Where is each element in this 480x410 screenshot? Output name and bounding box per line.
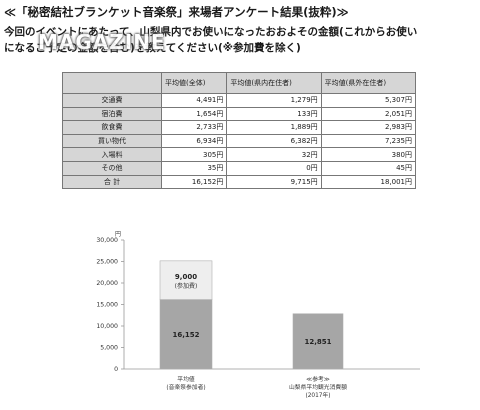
table-cell: 5,307円 [320, 93, 417, 108]
survey-question-line-1: 今回のイベントにあたって、山梨県内でお使いになったおおよその金額(これからお使い [4, 26, 418, 38]
spending-table: 平均値(全体) 平均値(県内在住者) 平均値(県外在住者) 交通費 4,491円 1… [62, 72, 417, 190]
table-cell: 1,889円 [226, 120, 322, 135]
table-header-overall: 平均値(全体) [160, 72, 228, 94]
table-row-label: 飲食費 [62, 120, 162, 135]
bar-segment [159, 260, 213, 300]
table-cell: 2,051円 [320, 106, 417, 122]
table-header-corner [62, 72, 162, 94]
y-tick-label: 25,000 [96, 259, 118, 266]
table-header-in-prefecture: 平均値(県内在住者) [226, 72, 322, 94]
y-tick-label: 20,000 [96, 280, 118, 287]
table-row-label: 入場料 [62, 147, 162, 162]
y-tick-label: 10,000 [96, 323, 118, 330]
table-row-label: 買い物代 [62, 133, 162, 149]
table-row-label: 合 計 [62, 174, 162, 190]
table-cell: 6,934円 [160, 133, 228, 149]
survey-question-line-2: になるご予定の金額を含む)を教えてください(※参加費を除く) [4, 42, 301, 54]
table-total-row: 合 計 16,152円 9,715円 18,001円 [62, 174, 417, 190]
document-heading: ≪「秘密結社ブランケット音楽祭」来場者アンケート結果(抜粋)≫ [4, 5, 349, 19]
watermark-logo: MAGAZINE [38, 30, 166, 54]
x-category-label: (2017年) [305, 391, 330, 399]
table-cell: 1,654円 [160, 106, 228, 122]
bar-segment [292, 313, 344, 370]
table-row: その他 35円 0円 45円 [62, 160, 417, 176]
table-row: 交通費 4,491円 1,279円 5,307円 [62, 93, 417, 108]
y-tick-label: 30,000 [96, 237, 118, 244]
table-cell: 45円 [320, 160, 417, 176]
bar-segment [159, 299, 213, 370]
y-tick-label: 15,000 [96, 302, 118, 309]
chart-unit-label: 円 [115, 231, 121, 238]
y-tick-label: 0 [114, 366, 118, 373]
table-row-label: その他 [62, 160, 162, 176]
table-cell: 0円 [226, 160, 322, 176]
survey-question: 今回のイベントにあたって、山梨県内でお使いになったおおよその金額(これからお使い… [4, 24, 478, 56]
x-category-label: (音楽祭参加者) [166, 383, 205, 391]
table-cell: 16,152円 [160, 174, 228, 190]
table-cell: 9,715円 [226, 174, 322, 190]
bar-data-label: 12,851 [304, 338, 331, 346]
table-cell: 2,733円 [160, 120, 228, 135]
table-cell: 4,491円 [160, 93, 228, 108]
table-cell: 32円 [226, 147, 322, 162]
table-cell: 380円 [320, 147, 417, 162]
table-cell: 305円 [160, 147, 228, 162]
table-cell: 6,382円 [226, 133, 322, 149]
bar-data-label: 9,000 [175, 273, 197, 281]
table-cell: 35円 [160, 160, 228, 176]
table-row: 買い物代 6,934円 6,382円 7,235円 [62, 133, 417, 149]
table-header-row: 平均値(全体) 平均値(県内在住者) 平均値(県外在住者) [62, 72, 417, 94]
table-cell: 18,001円 [320, 174, 417, 190]
x-category-label: 平均値 [177, 375, 195, 383]
table-cell: 2,983円 [320, 120, 417, 135]
table-cell: 7,235円 [320, 133, 417, 149]
table-cell: 133円 [226, 106, 322, 122]
table-row-label: 交通費 [62, 93, 162, 108]
table-row: 宿泊費 1,654円 133円 2,051円 [62, 106, 417, 122]
table-cell: 1,279円 [226, 93, 322, 108]
table-row: 飲食費 2,733円 1,889円 2,983円 [62, 120, 417, 135]
table-header-out-prefecture: 平均値(県外在住者) [320, 72, 417, 94]
bar-data-label: 16,152 [172, 331, 199, 339]
table-row: 入場料 305円 32円 380円 [62, 147, 417, 162]
y-tick-label: 5,000 [100, 345, 118, 352]
table-row-label: 宿泊費 [62, 106, 162, 122]
spending-bar-chart: 円 0 5,000 10,000 15,000 20,000 25,000 30,000 16,… [96, 231, 420, 399]
bar-data-sublabel: (参加費) [175, 282, 198, 290]
x-category-label: 山梨県平均観光消費額 [289, 383, 347, 391]
x-category-label: ≪参考≫ [306, 375, 330, 383]
